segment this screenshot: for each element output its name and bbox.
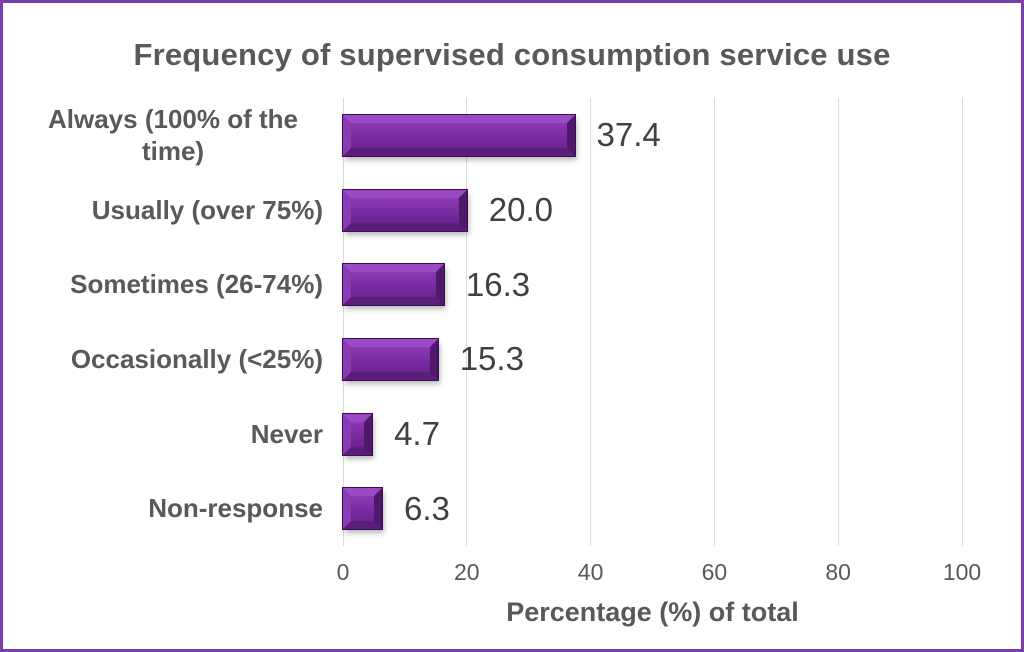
gridline [837, 98, 839, 546]
category-cell: Never [9, 397, 333, 472]
value-label: 37.4 [596, 116, 661, 154]
category-cell: Occasionally (<25%) [9, 322, 333, 397]
value-label: 6.3 [403, 489, 450, 527]
gridline [713, 98, 715, 546]
value-label: 4.7 [394, 415, 440, 453]
x-tick-label: 40 [577, 559, 604, 585]
category-cell: Always (100% of the time) [9, 98, 333, 173]
x-axis-title: Percentage (%) of total [506, 597, 799, 627]
x-tick-label: 100 [942, 559, 982, 585]
x-tick-label: 60 [701, 559, 728, 585]
value-label: 16.3 [465, 265, 531, 303]
bar-rows: 37.4 20.0 16.3 15.3 4.7 6.3 [343, 98, 962, 546]
bar-row: 4.7 [343, 397, 962, 472]
value-label: 20.0 [488, 191, 554, 228]
category-label: Usually (over 75%) [91, 194, 323, 225]
category-label: Never [250, 418, 323, 449]
category-label: Non-response [148, 493, 323, 524]
gridline [590, 98, 592, 546]
category-label: Always (100% of the time) [48, 103, 298, 167]
bar-row: 6.3 [343, 471, 962, 546]
chart-title: Frequency of supervised consumption serv… [133, 37, 891, 72]
x-tick-label: 20 [454, 559, 480, 585]
bar [343, 264, 444, 306]
plot-area: 37.4 20.0 16.3 15.3 4.7 6.3 [342, 98, 963, 546]
x-tick-label: 80 [825, 559, 851, 585]
category-axis: Always (100% of the time) Usually (over … [9, 98, 333, 546]
category-cell: Sometimes (26-74%) [9, 247, 333, 322]
bar-row: 15.3 [343, 322, 962, 397]
category-label: Sometimes (26-74%) [70, 269, 323, 300]
x-tick-label: 0 [336, 559, 350, 585]
bar [343, 114, 575, 156]
x-axis: 0 20 40 60 80 100 [337, 559, 982, 587]
bar [343, 189, 467, 231]
bar-row: 37.4 [343, 98, 962, 173]
bar-row: 16.3 [343, 247, 962, 322]
bar-row: 20.0 [343, 173, 962, 248]
bar [343, 488, 382, 530]
bar [343, 338, 438, 380]
gridline [342, 98, 344, 546]
gridline [961, 98, 963, 546]
gridline [466, 98, 468, 546]
value-label: 15.3 [459, 340, 524, 378]
bar [343, 413, 373, 455]
category-cell: Usually (over 75%) [9, 173, 333, 248]
category-label: Occasionally (<25%) [70, 344, 323, 375]
category-cell: Non-response [9, 471, 333, 546]
